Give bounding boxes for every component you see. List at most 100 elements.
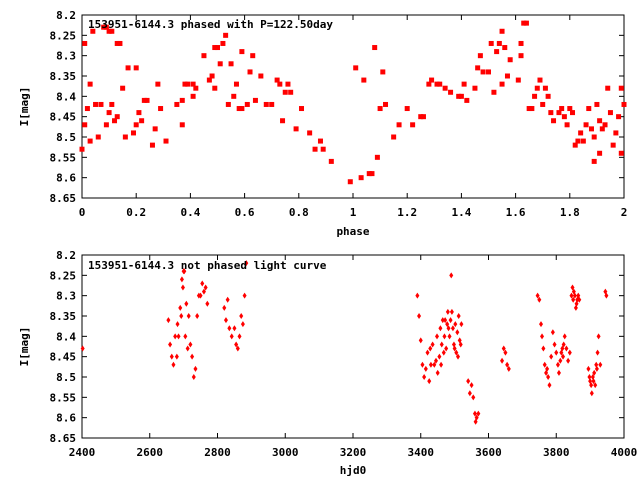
- data-point: [404, 106, 410, 112]
- data-point: [244, 101, 250, 107]
- unphased-y-tick-label: 8.65: [50, 432, 77, 445]
- data-point: [558, 357, 563, 364]
- unphased-x-tick-label: 2400: [69, 446, 96, 459]
- data-point: [437, 81, 443, 87]
- data-point: [418, 114, 424, 120]
- data-point: [466, 378, 471, 385]
- data-point: [232, 325, 237, 332]
- data-point: [328, 158, 334, 164]
- data-point: [501, 345, 506, 352]
- data-point: [446, 325, 451, 332]
- data-point: [101, 24, 107, 30]
- data-point: [540, 333, 545, 340]
- data-point: [572, 142, 578, 148]
- data-point: [453, 321, 458, 328]
- data-point: [502, 45, 508, 51]
- data-point: [469, 382, 474, 389]
- phased-y-tick-label: 8.35: [50, 70, 77, 83]
- data-point: [347, 179, 353, 185]
- data-point: [577, 296, 582, 303]
- data-point: [540, 101, 546, 107]
- data-point: [180, 284, 185, 291]
- data-point: [549, 353, 554, 360]
- phased-y-tick-label: 8.25: [50, 29, 77, 42]
- data-point: [545, 365, 550, 372]
- data-point: [450, 325, 455, 332]
- data-point: [239, 49, 245, 55]
- data-point: [621, 101, 627, 107]
- data-point: [174, 353, 179, 360]
- data-point: [456, 93, 462, 99]
- data-point: [169, 353, 174, 360]
- data-point: [190, 81, 196, 87]
- data-point: [252, 97, 258, 103]
- data-point: [515, 77, 521, 83]
- data-point: [499, 81, 505, 87]
- data-point: [449, 308, 454, 315]
- data-point: [550, 329, 555, 336]
- data-point: [428, 361, 433, 368]
- data-point: [448, 317, 453, 324]
- data-point: [437, 353, 442, 360]
- data-point: [125, 65, 131, 71]
- data-point: [166, 317, 171, 324]
- data-point: [103, 122, 109, 128]
- data-point: [534, 85, 540, 91]
- data-point: [114, 40, 120, 46]
- data-point: [471, 394, 476, 401]
- data-point: [184, 300, 189, 307]
- data-point: [486, 69, 491, 75]
- data-point: [494, 49, 500, 55]
- unphased-y-tick-label: 8.5: [56, 371, 76, 384]
- data-point: [458, 341, 463, 348]
- data-point: [613, 130, 619, 136]
- data-point: [574, 300, 579, 307]
- data-point: [280, 118, 286, 124]
- data-point: [467, 390, 472, 397]
- data-point: [589, 382, 594, 389]
- data-point: [537, 296, 542, 303]
- data-point: [212, 45, 218, 51]
- data-point: [420, 361, 425, 368]
- data-point: [225, 101, 231, 107]
- data-point: [185, 345, 190, 352]
- data-point: [430, 341, 435, 348]
- data-point: [320, 146, 326, 152]
- unphased-plot-frame: [81, 254, 625, 439]
- data-point: [458, 93, 464, 99]
- data-point: [220, 40, 226, 46]
- phased-x-tick-label: 0.6: [235, 206, 255, 219]
- data-point: [455, 329, 460, 336]
- data-point: [440, 317, 445, 324]
- data-point: [602, 122, 608, 128]
- phased-y-ticks: 8.2 8.25 8.3 8.35 8.4 8.45 8.5 8.55 8.6 8.65: [50, 9, 624, 205]
- data-point: [236, 106, 242, 112]
- data-point: [366, 171, 372, 177]
- data-point: [117, 40, 123, 46]
- data-point: [433, 357, 438, 364]
- phased-x-tick-label: 0: [79, 206, 86, 219]
- phased-y-tick-label: 8.2: [56, 9, 76, 22]
- data-point: [158, 106, 164, 112]
- phased-y-tick-label: 8.55: [50, 151, 77, 164]
- data-point: [171, 361, 176, 368]
- data-point: [573, 304, 578, 311]
- data-point: [120, 85, 126, 91]
- data-point: [201, 288, 206, 295]
- data-point: [235, 345, 240, 352]
- data-point: [593, 382, 598, 389]
- data-point: [144, 97, 150, 103]
- data-point: [417, 313, 422, 319]
- data-point: [435, 333, 440, 340]
- unphased-x-axis-title: hjd0: [340, 464, 367, 477]
- data-point: [228, 61, 234, 67]
- data-point: [95, 134, 101, 140]
- data-point: [552, 341, 557, 348]
- data-point: [439, 341, 444, 348]
- data-point: [561, 353, 566, 360]
- data-point: [188, 341, 193, 348]
- data-point: [200, 280, 205, 287]
- data-point: [587, 374, 592, 380]
